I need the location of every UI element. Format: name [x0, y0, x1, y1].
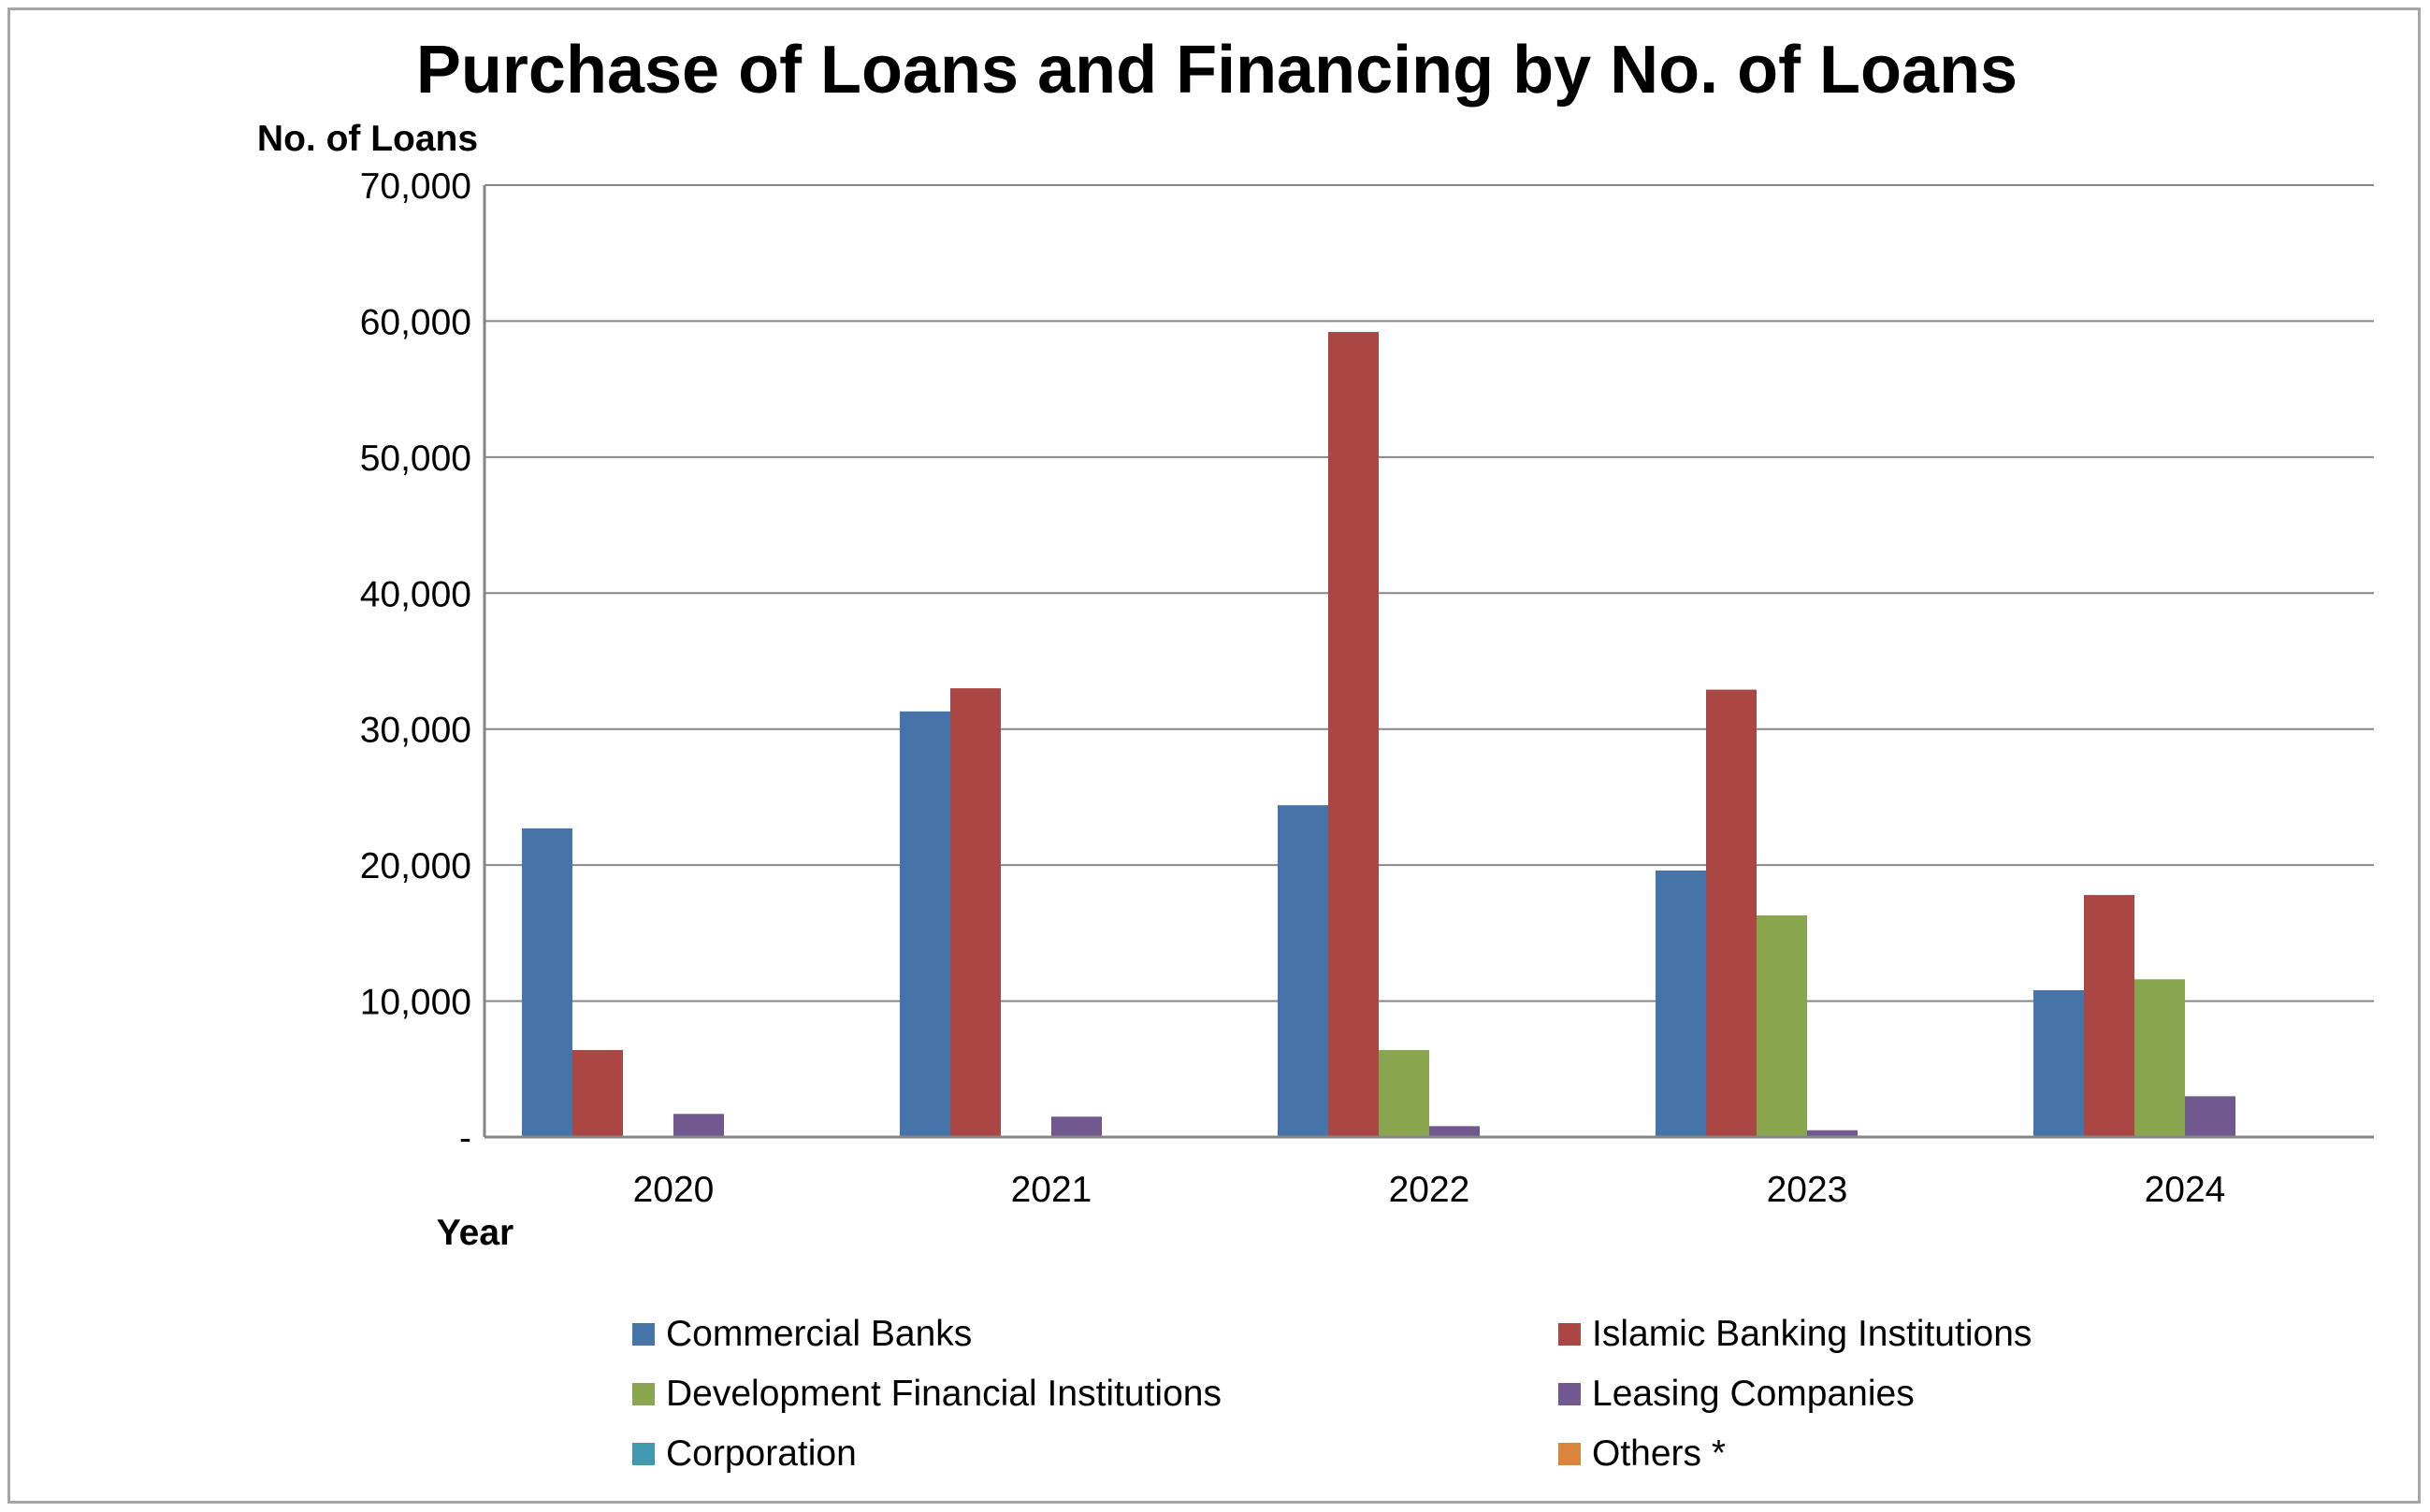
bar — [1656, 870, 1706, 1137]
legend-swatch — [632, 1443, 655, 1465]
legend-swatch — [632, 1383, 655, 1405]
legend-swatch — [1558, 1443, 1581, 1465]
x-tick-label: 2022 — [1389, 1170, 1470, 1210]
x-tick-label: 2024 — [2145, 1170, 2226, 1210]
y-tick-label: 30,000 — [360, 711, 471, 751]
y-axis-label: No. of Loans — [257, 119, 478, 159]
legend-item: Commercial Banks — [632, 1310, 1558, 1359]
bar — [2084, 895, 2134, 1137]
x-tick-label: 2021 — [1011, 1170, 1092, 1210]
legend-item: Leasing Companies — [1558, 1370, 2213, 1418]
y-tick-label: 40,000 — [360, 574, 471, 614]
legend-swatch — [1558, 1323, 1581, 1346]
x-axis-label: Year — [437, 1213, 513, 1253]
bar-chart: Purchase of Loans and Financing by No. o… — [257, 33, 2374, 1253]
legend-swatch — [1558, 1383, 1581, 1405]
legend-label: Development Financial Institutions — [666, 1374, 1222, 1414]
x-tick-label: 2020 — [633, 1170, 715, 1210]
bar — [1706, 689, 1757, 1137]
y-tick-label: 70,000 — [360, 166, 471, 207]
gridlines — [485, 184, 2374, 1002]
legend-item: Corporation — [632, 1430, 1558, 1478]
bar — [1379, 1049, 1429, 1137]
legend-label: Corporation — [666, 1433, 857, 1474]
legend-label: Islamic Banking Institutions — [1592, 1314, 2032, 1354]
y-tick-label: - — [459, 1118, 471, 1159]
bar — [2134, 979, 2185, 1137]
bar — [1278, 805, 1328, 1137]
y-tick-label: 10,000 — [360, 983, 471, 1023]
bar — [1757, 914, 1807, 1137]
legend-label: Leasing Companies — [1592, 1374, 1915, 1414]
bar — [673, 1114, 724, 1137]
bar — [1429, 1126, 1480, 1137]
legend-label: Others * — [1592, 1433, 1727, 1474]
bar — [572, 1049, 623, 1137]
y-tick-label: 50,000 — [360, 439, 471, 479]
bar — [2185, 1096, 2235, 1137]
bar — [522, 828, 572, 1137]
legend-swatch — [632, 1323, 655, 1346]
chart-title: Purchase of Loans and Financing by No. o… — [416, 33, 2018, 108]
legend-item: Islamic Banking Institutions — [1558, 1310, 2213, 1359]
bar — [2033, 989, 2084, 1137]
bar — [1807, 1130, 1858, 1137]
bars — [522, 332, 2235, 1137]
x-tick-label: 2023 — [1767, 1170, 1848, 1210]
y-tick-labels: - 10,000 20,000 30,000 40,000 50,000 60,000 70,… — [360, 166, 471, 1159]
y-tick-label: 60,000 — [360, 302, 471, 342]
bar — [900, 711, 950, 1137]
bar — [950, 688, 1001, 1137]
bar — [1051, 1116, 1102, 1137]
legend-label: Commercial Banks — [666, 1314, 973, 1354]
legend: Commercial Banks Islamic Banking Institut… — [632, 1310, 2222, 1478]
y-tick-label: 20,000 — [360, 846, 471, 886]
x-tick-labels: 2020 2021 2022 2023 2024 — [633, 1170, 2226, 1210]
legend-item: Development Financial Institutions — [632, 1370, 1558, 1418]
legend-item: Others * — [1558, 1430, 2213, 1478]
bar — [1328, 332, 1379, 1137]
chart-frame: Purchase of Loans and Financing by No. o… — [7, 7, 2421, 1504]
